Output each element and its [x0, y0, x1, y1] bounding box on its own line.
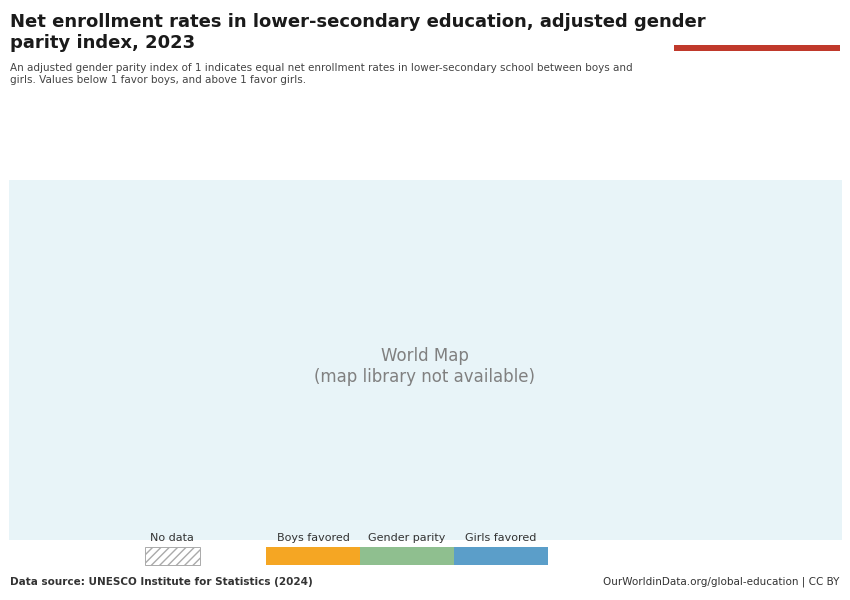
- Text: in Data: in Data: [732, 28, 782, 41]
- Text: Our World: Our World: [722, 13, 792, 26]
- Text: No data: No data: [150, 533, 194, 543]
- Text: Girls favored: Girls favored: [465, 533, 536, 543]
- Text: OurWorldinData.org/global-education | CC BY: OurWorldinData.org/global-education | CC…: [604, 576, 840, 587]
- Bar: [144, 547, 200, 565]
- Bar: [454, 547, 547, 565]
- Bar: [360, 547, 454, 565]
- Text: Gender parity: Gender parity: [368, 533, 445, 543]
- Text: World Map
(map library not available): World Map (map library not available): [314, 347, 536, 386]
- Text: Net enrollment rates in lower-secondary education, adjusted gender
parity index,: Net enrollment rates in lower-secondary …: [10, 13, 706, 52]
- Text: An adjusted gender parity index of 1 indicates equal net enrollment rates in low: An adjusted gender parity index of 1 ind…: [10, 63, 632, 85]
- Bar: [674, 46, 840, 51]
- Bar: [266, 547, 360, 565]
- Text: Data source: UNESCO Institute for Statistics (2024): Data source: UNESCO Institute for Statis…: [10, 577, 313, 587]
- Text: Boys favored: Boys favored: [276, 533, 349, 543]
